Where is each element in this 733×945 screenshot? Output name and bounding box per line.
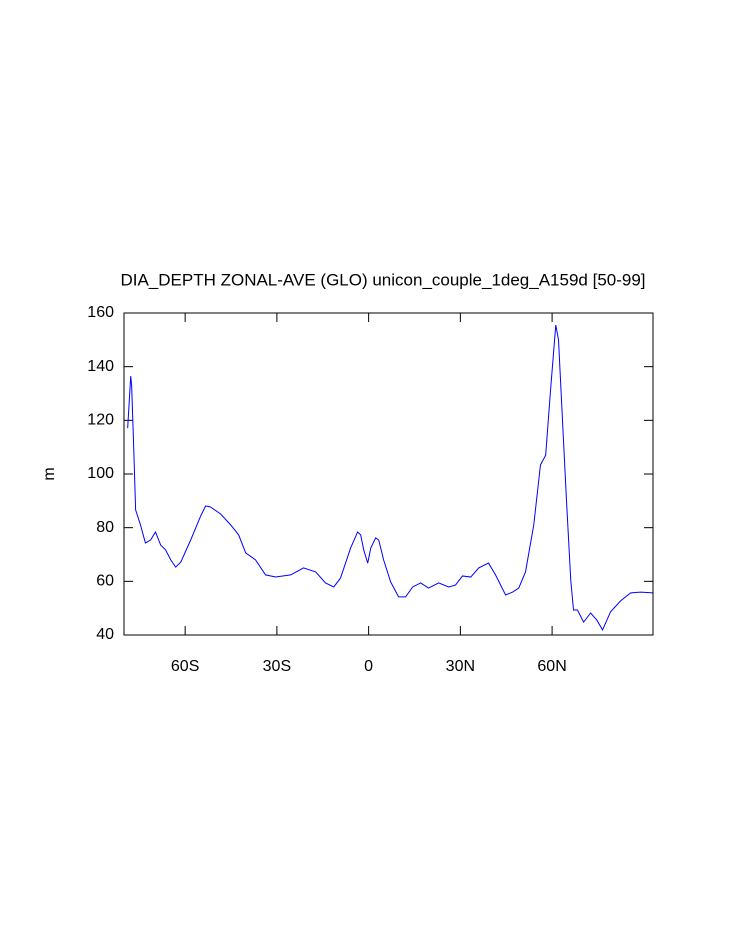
y-tick-label: 100 [87,465,114,482]
x-tick-label: 30N [446,658,475,675]
x-tick-label: 0 [364,658,373,675]
y-tick-label: 60 [96,573,114,590]
chart-title: DIA_DEPTH ZONAL-AVE (GLO) unicon_couple_… [120,270,645,289]
data-line [127,324,653,631]
x-tick-label: 60N [537,658,566,675]
y-tick-label: 140 [87,358,114,375]
plot-frame [123,312,654,636]
x-tick-label: 60S [171,658,199,675]
y-tick-label: 160 [87,304,114,321]
y-axis-label: m [41,467,58,480]
x-tick-label: 30S [263,658,291,675]
y-tick-label: 40 [96,626,114,643]
y-tick-label: 120 [87,412,114,429]
y-tick-label: 80 [96,519,114,536]
